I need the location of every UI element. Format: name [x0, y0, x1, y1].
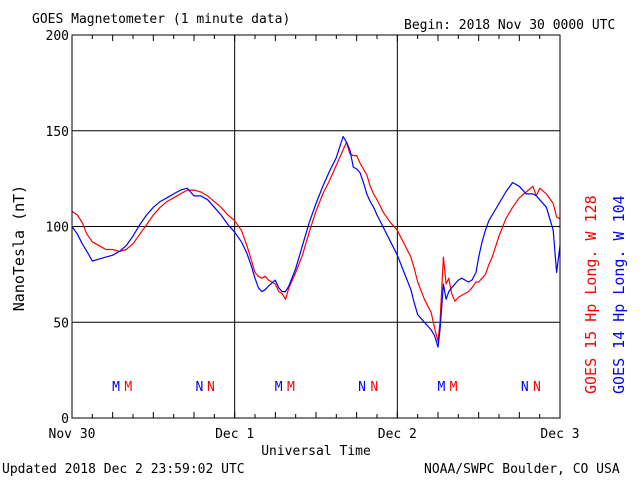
noon-marker: N: [196, 380, 204, 395]
x-tick-label: Nov 30: [49, 427, 96, 442]
y-tick-label: 0: [61, 412, 69, 427]
y-tick-label: 50: [53, 316, 69, 331]
noon-marker: N: [207, 380, 215, 395]
midnight-marker: M: [124, 380, 132, 395]
begin-time-label: Begin: 2018 Nov 30 0000 UTC: [404, 18, 615, 33]
legend-goes15: GOES 15 Hp Long. W 128: [582, 195, 600, 394]
grid: [72, 35, 560, 418]
x-tick-label: Dec 1: [215, 427, 254, 442]
y-tick-label: 100: [46, 221, 69, 236]
midnight-marker: M: [437, 380, 445, 395]
midnight-marker: M: [112, 380, 120, 395]
legend-goes14: GOES 14 Hp Long. W 104: [610, 195, 628, 394]
noon-marker: N: [533, 380, 541, 395]
noon-marker: N: [358, 380, 366, 395]
updated-timestamp: Updated 2018 Dec 2 23:59:02 UTC: [2, 462, 245, 477]
y-axis-label: NanoTesla (nT): [10, 185, 28, 311]
midnight-marker: M: [287, 380, 295, 395]
y-tick-label: 150: [46, 125, 69, 140]
plot-frame: [71, 34, 561, 419]
midnight-marker: M: [450, 380, 458, 395]
credit-label: NOAA/SWPC Boulder, CO USA: [424, 462, 620, 477]
y-tick-label: 200: [46, 29, 69, 44]
chart-title: GOES Magnetometer (1 minute data): [32, 12, 290, 27]
series-goes14-line: [71, 135, 561, 348]
noon-marker: N: [370, 380, 378, 395]
x-tick-label: Dec 3: [540, 427, 579, 442]
x-axis-label: Universal Time: [261, 444, 371, 459]
noon-marker: N: [521, 380, 529, 395]
series-lines: [71, 135, 561, 348]
y-tick-labels: 0 50 100 150 200: [46, 29, 69, 427]
x-tick-labels: Nov 30 Dec 1 Dec 2 Dec 3: [49, 427, 580, 442]
series-goes15-line: [71, 141, 561, 342]
midnight-marker: M: [275, 380, 283, 395]
x-tick-label: Dec 2: [378, 427, 417, 442]
